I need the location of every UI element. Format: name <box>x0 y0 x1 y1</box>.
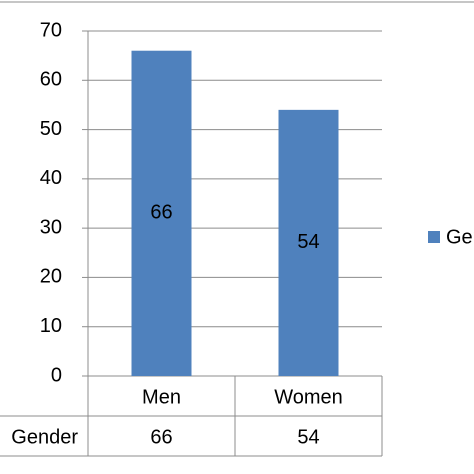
y-tick-label: 30 <box>40 216 62 238</box>
legend-swatch <box>428 231 440 243</box>
bar <box>278 109 339 376</box>
y-tick-label: 40 <box>40 167 62 189</box>
y-tick-label: 70 <box>40 19 62 41</box>
table-row-label: Gender <box>11 426 78 448</box>
data-label: 54 <box>297 231 319 253</box>
table-value: 54 <box>297 426 319 448</box>
y-tick-label: 10 <box>40 315 62 337</box>
legend-label: Gender <box>446 226 474 248</box>
x-tick-label: Men <box>142 386 181 408</box>
y-tick-label: 60 <box>40 69 62 91</box>
data-label: 66 <box>150 202 172 224</box>
x-tick-label: Women <box>274 386 343 408</box>
y-tick-label: 50 <box>40 118 62 140</box>
bar <box>131 50 192 376</box>
table-value: 66 <box>150 426 172 448</box>
y-tick-label: 0 <box>51 364 62 386</box>
y-tick-label: 20 <box>40 266 62 288</box>
